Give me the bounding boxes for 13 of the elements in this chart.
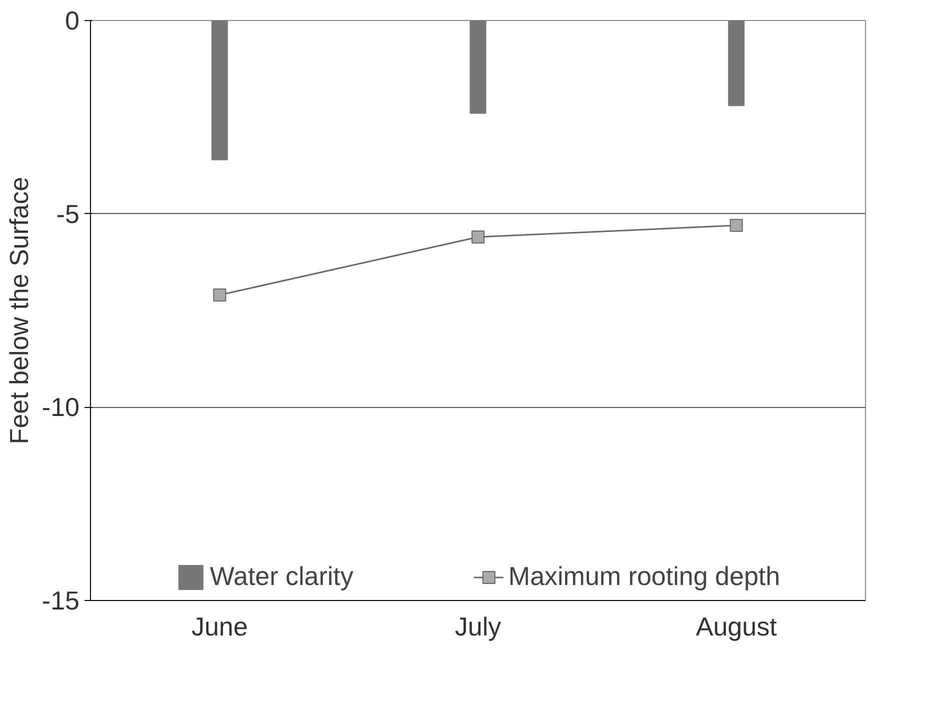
x-tick-label: June: [191, 612, 248, 642]
x-tick-label: July: [454, 612, 502, 642]
y-tick-label: -10: [42, 392, 80, 422]
y-axis-title: Feet below the Surface: [4, 176, 34, 444]
point: [730, 218, 743, 232]
y-tick-label: -5: [56, 198, 80, 229]
x-tick-label: August: [696, 612, 778, 642]
y-tick-label: -15: [42, 586, 80, 616]
point: [213, 288, 226, 302]
legend-label: Maximum rooting depth: [508, 561, 780, 592]
y-tick-label: 0: [65, 6, 80, 36]
legend-label: Water clarity: [210, 561, 354, 592]
point: [472, 230, 484, 244]
